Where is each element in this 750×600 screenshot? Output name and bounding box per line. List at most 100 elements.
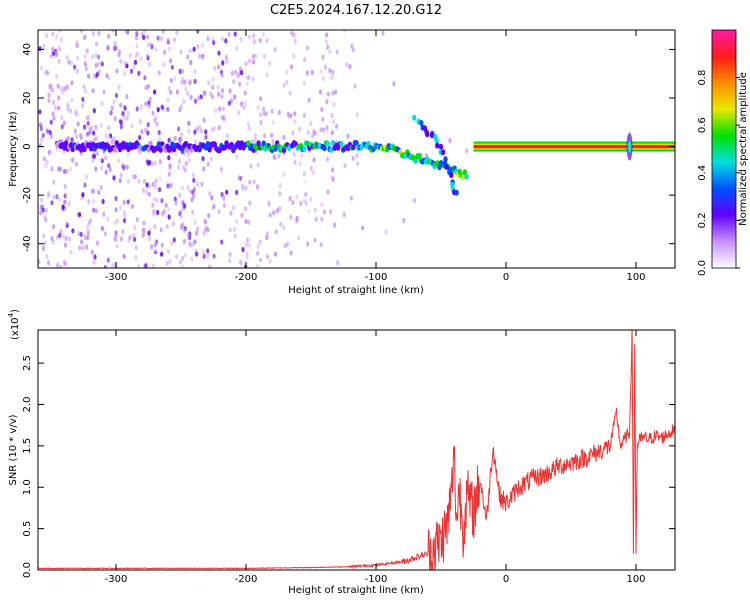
heatmap-cell [322,209,327,215]
heatmap-cell [150,243,154,249]
heatmap-cell [156,107,160,113]
heatmap-cell [204,47,208,53]
heatmap-cell [41,207,45,213]
heatmap-cell [265,38,269,44]
heatmap-cell [107,135,111,141]
heatmap-cell [167,46,171,52]
heatmap-cell [155,121,159,127]
heatmap-cell [56,166,61,172]
heatmap-cell [110,105,114,111]
heatmap-cell [299,200,303,206]
heatmap-cell [123,105,127,112]
heatmap-cell [196,30,200,35]
heatmap-cell [291,130,295,136]
heatmap-cell [80,239,84,245]
heatmap-cell [336,260,340,266]
heatmap-cell [321,127,326,133]
colorbar-tick-label: 0.8 [697,70,708,86]
heatmap-cell [164,202,168,208]
heatmap-cell [178,138,182,145]
heatmap-cell [75,42,79,49]
heatmap-cell [220,72,224,78]
heatmap-cell [62,120,66,126]
heatmap-cell [227,121,231,127]
heatmap-cell [201,42,205,48]
heatmap-cell [207,80,211,86]
heatmap-cell [251,59,256,65]
heatmap-cell [356,161,360,167]
heatmap-cell [280,226,284,232]
heatmap-cell [222,115,226,121]
heatmap-cell [141,227,145,233]
heatmap-cell [91,188,95,194]
heatmap-cell [241,186,245,192]
heatmap-cell [56,83,60,89]
heatmap-cell [97,30,101,36]
heatmap-cell [119,172,123,178]
heatmap-cell [353,83,357,89]
heatmap-cell [70,80,74,86]
heatmap-cell [314,117,318,123]
heatmap-cell [87,73,91,79]
bottom-y-axis: 0.0 0.5 1.0 1.5 2.0 2.5 [22,355,675,578]
heatmap-cell [179,213,183,219]
heatmap-cell [175,30,179,36]
heatmap-cell [330,74,334,81]
heatmap-cell [38,142,42,148]
heatmap-cell [121,229,125,235]
heatmap-cell [188,80,192,86]
heatmap-cell [39,65,44,71]
heatmap-cell [147,236,151,242]
heatmap-cell [221,60,225,66]
heatmap-cell [302,171,307,177]
heatmap-cell [302,198,307,204]
heatmap-cell [157,173,161,179]
trace-cell [462,169,467,176]
trace-cell [434,137,439,144]
heatmap-cell [259,31,263,37]
heatmap-cell [285,204,289,211]
heatmap-cell [261,176,265,183]
heatmap-cell [115,68,119,74]
heatmap-cell [312,128,316,134]
heatmap-cell [74,161,79,167]
heatmap-cell [233,233,237,239]
heatmap-cell [86,229,90,235]
heatmap-cell [90,233,95,239]
heatmap-cell [153,224,157,230]
trace-cell [112,146,118,153]
heatmap-cell [47,98,51,104]
heatmap-cell [261,31,265,38]
heatmap-cell [235,218,239,225]
heatmap-cell [321,116,325,122]
heatmap-cell [309,260,314,266]
heatmap-cell [58,47,62,53]
heatmap-cell [343,30,347,33]
heatmap-cell [278,182,282,188]
heatmap-cell [80,30,84,34]
heatmap-cell [209,91,213,97]
heatmap-cell [323,183,327,189]
heatmap-cell [182,238,186,244]
heatmap-cell [85,48,89,54]
trace-cell [82,146,87,153]
heatmap-cell [186,152,190,158]
heatmap-cell [58,30,62,33]
heatmap-cell [175,247,179,253]
heatmap-cell [258,37,262,43]
heatmap-cell [256,244,260,250]
heatmap-cell [252,179,256,185]
heatmap-cell [307,97,311,103]
heatmap-cell [143,30,147,34]
heatmap-cell [59,228,63,235]
heatmap-cell [78,37,83,43]
trace-cell [63,140,69,147]
heatmap-cell [240,70,244,76]
heatmap-cell [270,132,274,138]
heatmap-cell [89,242,93,248]
heatmap-cell [298,260,302,266]
heatmap-cell [235,154,239,160]
heatmap-cell [45,159,49,165]
heatmap-cell [114,207,118,213]
heatmap-cell [328,175,333,181]
